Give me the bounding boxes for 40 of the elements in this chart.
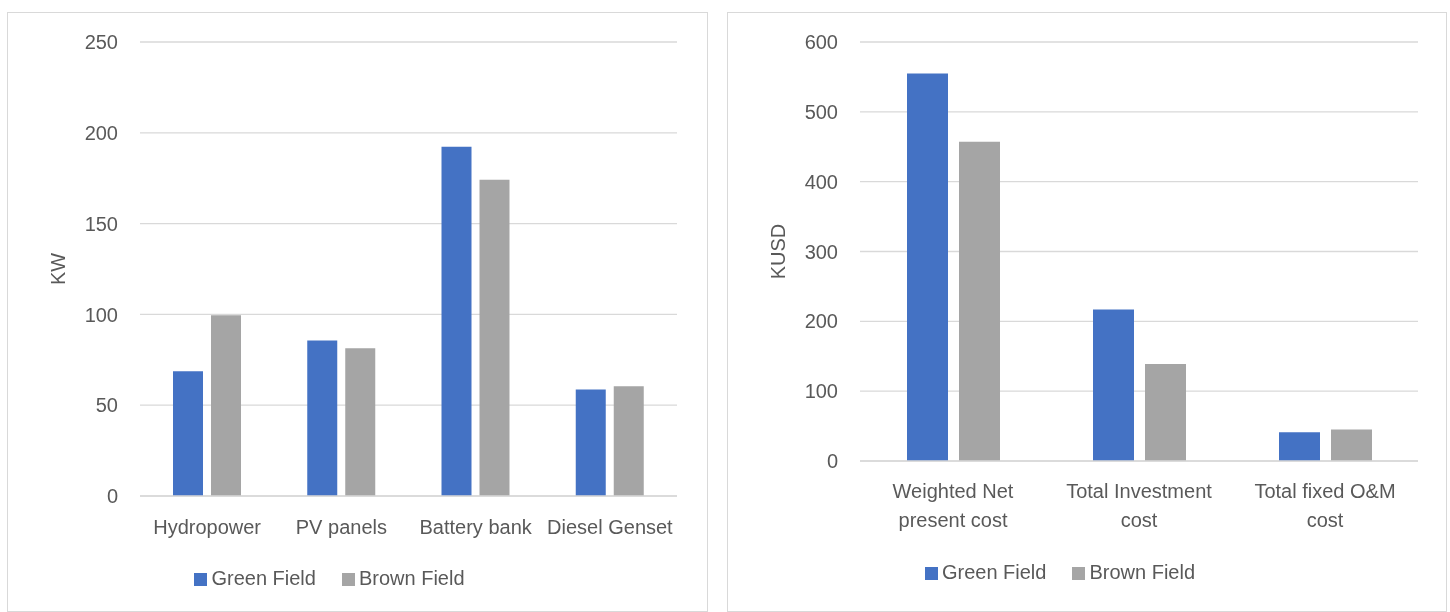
bar: [959, 141, 1000, 461]
y-tick-label: 250: [84, 31, 118, 54]
bar: [907, 73, 948, 461]
bar: [1331, 429, 1372, 461]
x-tick-label: Diesel Genset: [547, 516, 674, 539]
y-tick-label: 500: [804, 100, 838, 123]
bar: [345, 348, 376, 496]
legend-label: Green Field: [941, 561, 1047, 583]
bar: [1279, 432, 1320, 461]
bar: [479, 179, 510, 496]
y-tick-label: 0: [106, 485, 118, 508]
y-tick-label: 100: [804, 380, 838, 403]
y-tick-label: 200: [804, 310, 838, 333]
bar: [441, 146, 472, 496]
y-tick-label: 50: [95, 394, 118, 417]
x-tick-label: Weighted Net present cost: [892, 480, 1014, 532]
x-tick-label: Hydropower: [153, 516, 262, 539]
legend-label: Brown Field: [358, 567, 465, 589]
legend-label: Brown Field: [1089, 561, 1196, 583]
bar: [1145, 363, 1186, 461]
y-axis-title: KUSD: [767, 223, 789, 280]
legend-label: Green Field: [211, 567, 316, 589]
y-tick-label: 400: [804, 170, 838, 193]
y-tick-label: 150: [84, 212, 118, 235]
x-tick-label: Total Investment cost: [1066, 480, 1213, 532]
bar: [613, 386, 644, 496]
y-axis-title: KW: [47, 252, 69, 286]
bar: [211, 315, 241, 496]
bar: [307, 340, 338, 496]
bar: [173, 371, 203, 496]
y-tick-label: 300: [804, 240, 838, 263]
x-tick-label: Battery bank: [419, 516, 533, 539]
y-tick-label: 0: [826, 450, 838, 473]
x-tick-label: PV panels: [295, 516, 387, 539]
y-tick-label: 200: [84, 121, 118, 144]
x-tick-label: Total fixed O&M cost: [1254, 480, 1396, 532]
bar: [575, 389, 606, 496]
y-tick-label: 600: [804, 31, 838, 54]
bar: [1093, 309, 1134, 461]
y-tick-label: 100: [84, 303, 118, 326]
